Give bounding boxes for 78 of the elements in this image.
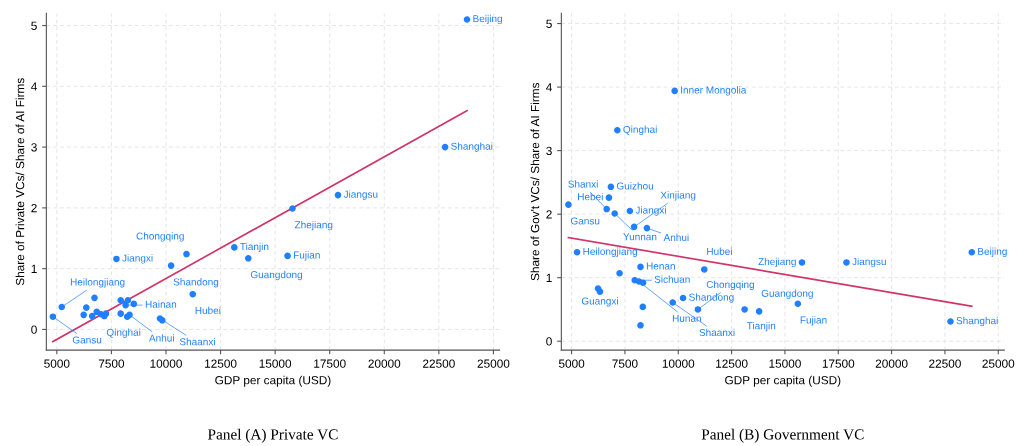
annotation: Shanghai [451, 142, 493, 152]
annotation: Zhejiang [758, 257, 796, 268]
annotation: Qinghai [106, 328, 141, 338]
y-tick-label: 5 [31, 21, 37, 30]
x-tick-label: 10000 [662, 359, 695, 368]
annotation: Gansu [570, 217, 600, 225]
annotation: Guangxi [581, 297, 618, 307]
y-tick-label: 3 [546, 146, 552, 156]
annotation: Zhejiang [294, 220, 333, 231]
y-tick-label: 3 [31, 143, 37, 152]
y-tick-label: 2 [546, 210, 552, 219]
x-tick-label: 5000 [44, 359, 70, 368]
x-axis-title: GDP per capita (USD) [725, 375, 841, 387]
y-axis-title: Share of Private VCs/ Share of AI Firms [15, 78, 25, 286]
annotation: Gansu [72, 336, 102, 344]
annotation: Anhui [148, 334, 174, 342]
y-tick-label: 1 [546, 273, 552, 282]
y-tick-label: 4 [546, 83, 552, 92]
x-tick-label: 22500 [929, 359, 961, 368]
annotation: Jiangxi [635, 206, 666, 216]
annotation: Guangdong [761, 289, 813, 299]
annotation: Chongqing [136, 232, 184, 242]
annotation: Shaanxi [699, 328, 735, 337]
x-tick-label: 17500 [822, 359, 855, 368]
annotation: Shanxi [568, 180, 598, 188]
y-tick-label: 4 [31, 82, 37, 91]
x-axis-title: GDP per capita (USD) [215, 375, 331, 387]
annotation: Fujian [800, 316, 827, 326]
y-tick-label: 1 [31, 264, 37, 273]
annotation: Fujian [293, 251, 320, 261]
x-tick-label: 15000 [769, 359, 801, 368]
annotation: Shanghai [956, 316, 998, 327]
annotation: Hubei [707, 247, 732, 255]
annotation: Qinghai [623, 125, 657, 135]
annotation: Tianjin [746, 321, 776, 332]
x-tick-label: 5000 [558, 359, 585, 368]
annotation: Sichuan [654, 275, 690, 283]
annotation: Shandong [173, 278, 219, 288]
annotation: Hainan [145, 300, 177, 308]
annotation: Henan [646, 262, 675, 270]
annotation: Jiangsu [343, 190, 378, 200]
x-tick-label: 25000 [477, 359, 510, 368]
annotation: Hunan [672, 314, 701, 322]
y-tick-label: 0 [546, 337, 552, 346]
x-tick-label: 12500 [205, 359, 237, 368]
y-tick-label: 5 [546, 19, 552, 28]
annotation: Beijing [473, 14, 502, 25]
annotation: Yunnan [623, 233, 657, 241]
x-tick-label: 7500 [612, 359, 638, 368]
annotation: Chongqing [706, 280, 754, 290]
x-tick-label: 12500 [716, 359, 748, 368]
annotation: Hubei [195, 306, 221, 315]
annotation: Guizhou [616, 182, 654, 190]
x-tick-label: 22500 [423, 359, 455, 368]
annotation: Inner Mongolia [681, 86, 747, 96]
text: Panel (B) Government VC [701, 428, 864, 443]
x-tick-label: 25000 [982, 359, 1015, 368]
annotation: Xinjiang [660, 191, 696, 201]
y-axis-title: Share of Gov't VCs/ Share of AI Firms [530, 82, 540, 281]
x-tick-label: 10000 [150, 359, 182, 368]
y-tick-label: 0 [31, 325, 37, 334]
annotation: Tianjin [240, 242, 269, 253]
annotation: Anhui [663, 233, 689, 242]
annotation: Heilongjiang [70, 278, 125, 288]
annotation: Beijing [978, 247, 1007, 257]
annotation: Jiangxi [122, 254, 153, 264]
y-tick-label: 2 [31, 203, 37, 213]
annotation: Jiangsu [852, 257, 886, 268]
annotation: Shaanxi [179, 337, 215, 346]
text: Panel (A) Private VC [207, 428, 338, 443]
annotation: Heilongjiang [583, 247, 638, 257]
annotation: Guangdong [250, 270, 302, 281]
x-tick-label: 20000 [875, 359, 908, 368]
x-tick-label: 7500 [98, 359, 125, 368]
x-tick-label: 20000 [368, 359, 401, 368]
annotation: Shandong [689, 293, 734, 303]
x-tick-label: 15000 [259, 359, 292, 368]
x-tick-label: 17500 [314, 359, 346, 368]
